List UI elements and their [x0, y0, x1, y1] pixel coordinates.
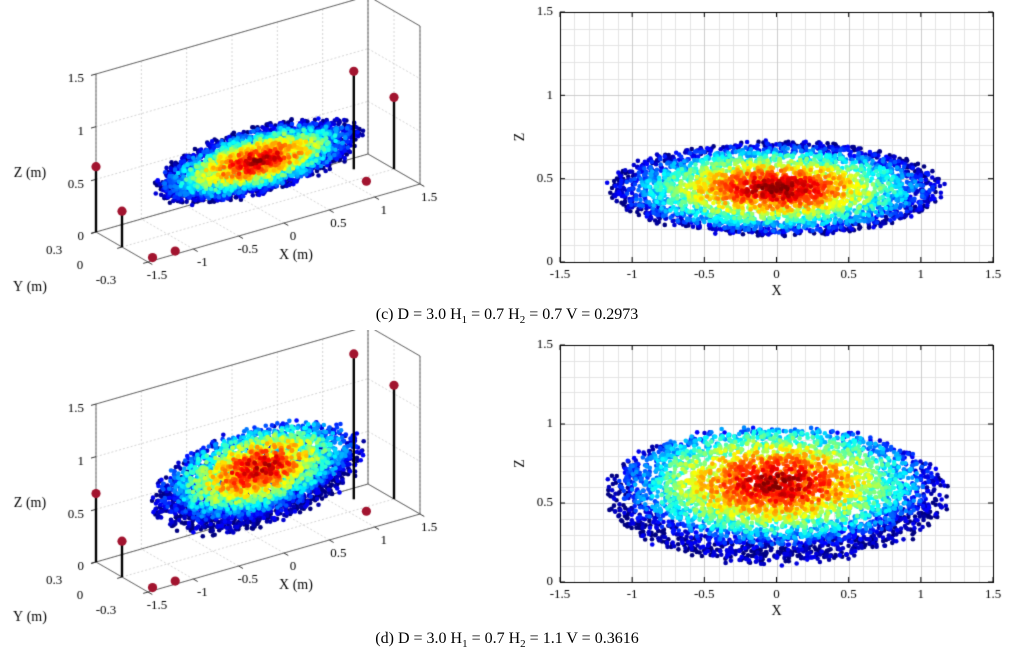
- panel-c-3d-scatter: [0, 0, 500, 300]
- caption-c-text3: = 0.7 V = 0.2973: [525, 306, 639, 323]
- caption-d-text2: = 0.7 H: [467, 630, 521, 647]
- caption-c-sub1: 1: [461, 314, 468, 327]
- caption-d-sub2: 2: [520, 638, 526, 651]
- panel-d-3d-scatter: [0, 330, 500, 630]
- caption-c-sub2: 2: [519, 314, 526, 327]
- caption-c-text2: = 0.7 H: [467, 306, 520, 323]
- caption-d-text3: = 1.1 V = 0.3616: [525, 630, 639, 647]
- caption-d-sub1: 1: [462, 638, 468, 651]
- panel-c-2d-scatter: [500, 0, 1014, 300]
- panel-d-2d-scatter: [500, 330, 1014, 630]
- caption-c-text: (c) D = 3.0 H: [375, 306, 462, 323]
- caption-d-text: (d) D = 3.0 H: [375, 630, 463, 647]
- caption-d: (d) D = 3.0 H1 = 0.7 H2 = 1.1 V = 0.3616: [0, 626, 1014, 651]
- caption-c: (c) D = 3.0 H1 = 0.7 H2 = 0.7 V = 0.2973: [0, 300, 1014, 330]
